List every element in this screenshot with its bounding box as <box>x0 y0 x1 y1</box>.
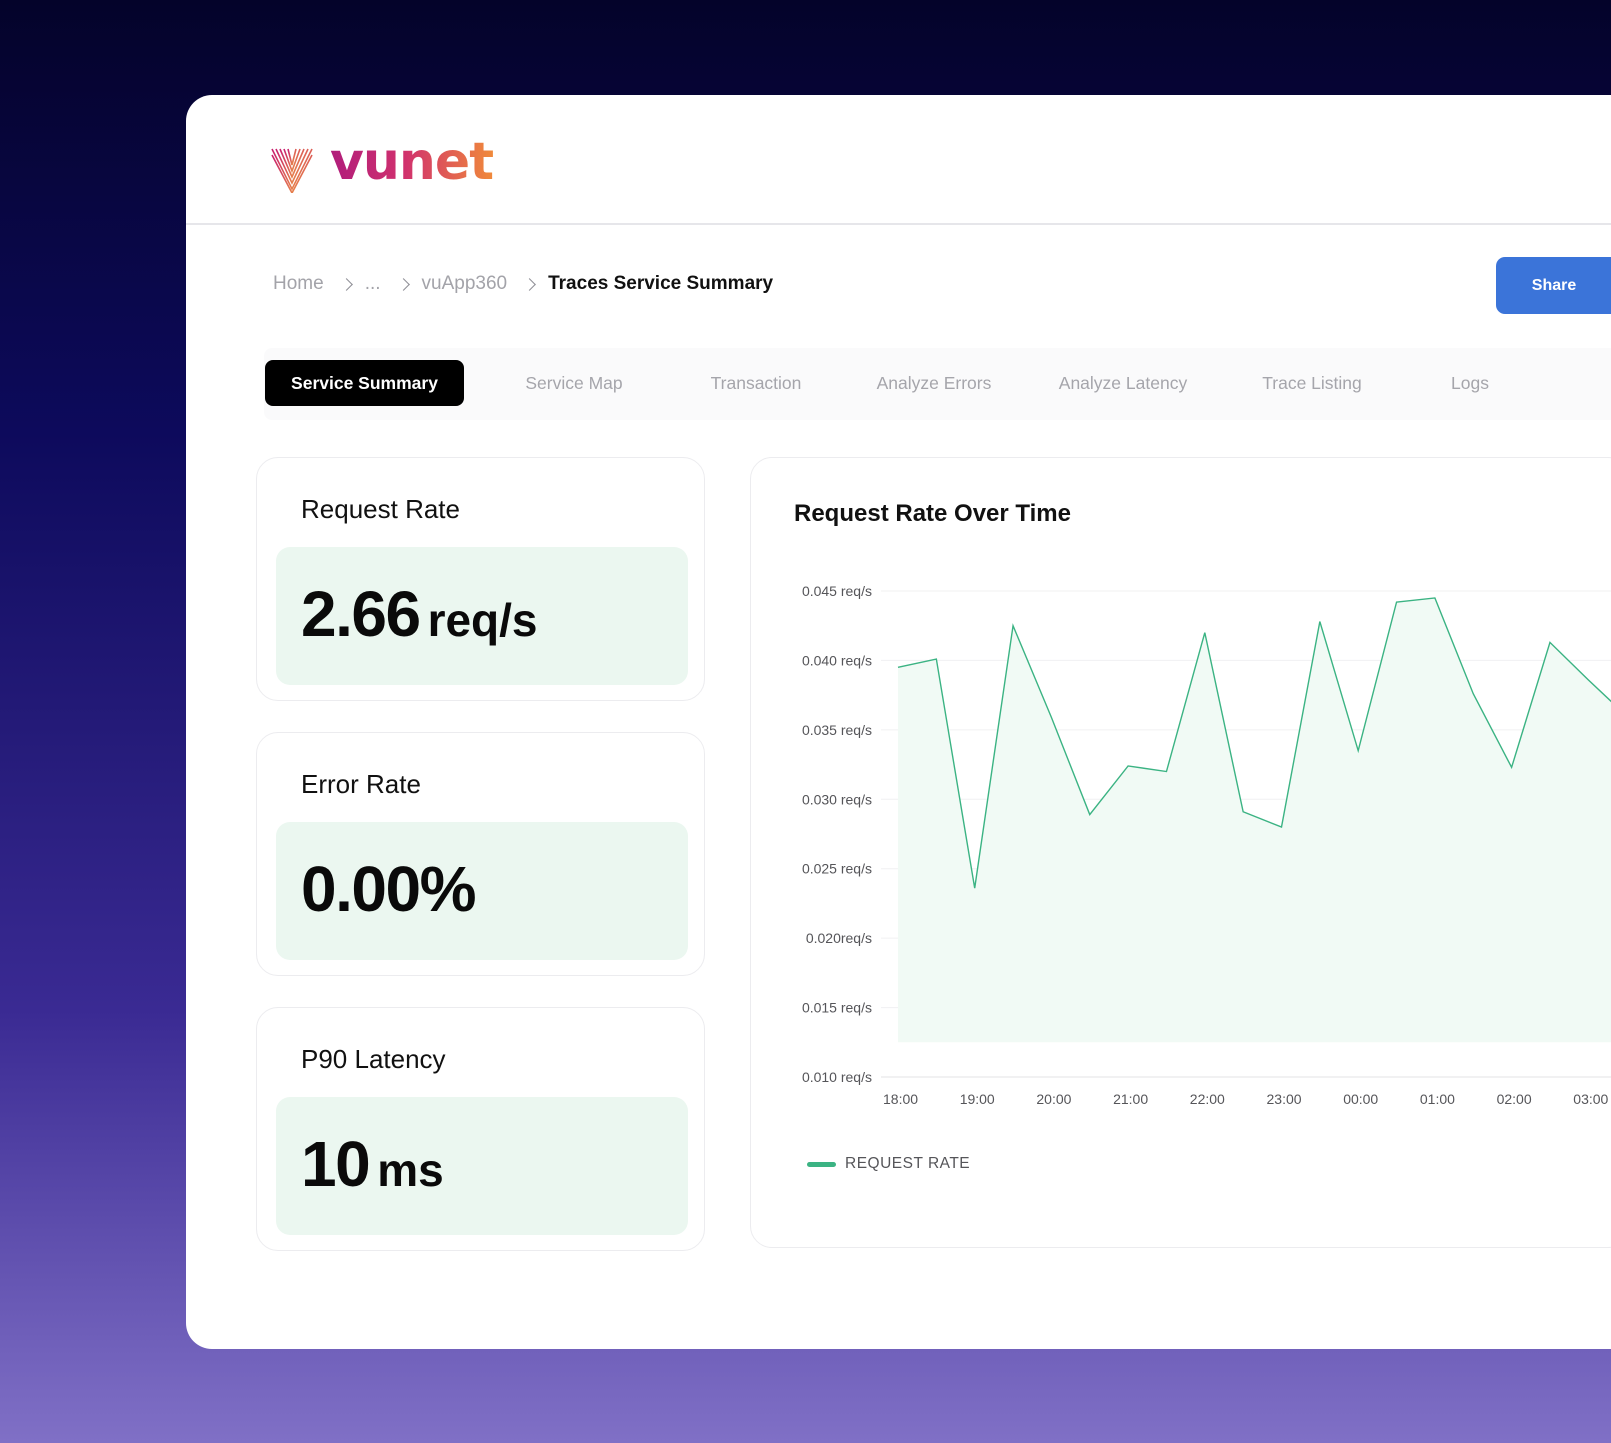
x-tick-label: 23:00 <box>1267 1091 1302 1107</box>
y-tick-label: 0.015 req/s <box>802 1000 872 1016</box>
metric-title: P90 Latency <box>301 1044 446 1074</box>
legend-label: REQUEST RATE <box>845 1155 971 1172</box>
x-tick-label: 18:00 <box>883 1091 918 1107</box>
metric-number: 0.00% <box>301 853 476 925</box>
chart-card-request-rate: Request Rate Over Time 0.045 req/s 0.040 … <box>750 457 1611 1248</box>
brand-name: vunet <box>330 132 494 192</box>
metric-title: Error Rate <box>301 769 421 799</box>
metric-card-error-rate: Error Rate 0.00% <box>256 732 705 976</box>
top-bar: vunet <box>186 95 1611 225</box>
x-tick-label: 02:00 <box>1497 1091 1532 1107</box>
metric-card-request-rate: Request Rate 2.66 req/s <box>256 457 705 701</box>
y-tick-label: 0.025 req/s <box>802 861 872 877</box>
metric-card-p90-latency: P90 Latency 10 ms <box>256 1007 705 1251</box>
metric-value: 0.00% <box>301 852 476 926</box>
y-tick-label: 0.030 req/s <box>802 791 872 807</box>
metric-number: 10 <box>301 1128 371 1200</box>
chevron-right-icon <box>396 277 410 291</box>
request-rate-chart: 0.045 req/s 0.040 req/s 0.035 req/s 0.030 r… <box>802 583 1611 1107</box>
metric-value-box: 10 ms <box>276 1097 688 1235</box>
breadcrumb-vuapp360[interactable]: vuApp360 <box>421 273 508 294</box>
metric-value-box: 0.00% <box>276 822 688 960</box>
share-button[interactable]: Share <box>1496 257 1611 314</box>
metric-value: 2.66 req/s <box>301 577 538 651</box>
chart-title: Request Rate Over Time <box>794 500 1071 527</box>
y-tick-label: 0.010 req/s <box>802 1069 872 1085</box>
breadcrumb-home[interactable]: Home <box>273 273 324 294</box>
vunet-logo-icon <box>271 148 313 193</box>
legend-swatch-icon <box>807 1161 836 1167</box>
tab-service-summary[interactable]: Service Summary <box>265 360 464 406</box>
metric-unit: req/s <box>427 594 538 646</box>
tab-trace-listing[interactable]: Trace Listing <box>1262 372 1362 393</box>
x-tick-label: 01:00 <box>1420 1091 1455 1107</box>
y-tick-label: 0.045 req/s <box>802 583 872 599</box>
metric-unit: ms <box>377 1144 444 1196</box>
x-tick-label: 19:00 <box>960 1091 995 1107</box>
chart-legend[interactable]: REQUEST RATE <box>807 1155 970 1173</box>
tab-analyze-errors[interactable]: Analyze Errors <box>876 372 992 393</box>
metric-title: Request Rate <box>301 494 460 524</box>
series-area <box>898 597 1611 1043</box>
x-tick-label: 03:00 <box>1573 1091 1608 1107</box>
tab-analyze-latency[interactable]: Analyze Latency <box>1058 372 1188 393</box>
breadcrumb-ellipsis[interactable]: ... <box>364 273 381 294</box>
metric-value-box: 2.66 req/s <box>276 547 688 685</box>
chevron-right-icon <box>523 277 536 291</box>
brand-logo[interactable]: vunet <box>270 132 494 193</box>
metric-number: 2.66 <box>301 578 421 650</box>
tab-service-map[interactable]: Service Map <box>525 372 623 393</box>
breadcrumb-current: Traces Service Summary <box>548 273 774 294</box>
x-tick-label: 00:00 <box>1343 1091 1378 1107</box>
tab-bar: Service Summary Service Map Transaction … <box>264 348 1611 420</box>
x-tick-label: 21:00 <box>1113 1091 1148 1107</box>
y-tick-label: 0.035 req/s <box>802 722 872 738</box>
app-window: vunet Home ... vuApp360 Traces Service S… <box>186 95 1611 1349</box>
y-tick-label: 0.040 req/s <box>802 652 872 668</box>
tab-transaction[interactable]: Transaction <box>710 372 802 393</box>
x-tick-label: 20:00 <box>1036 1091 1071 1107</box>
breadcrumb: Home ... vuApp360 Traces Service Summary <box>273 269 773 299</box>
y-tick-label: 0.020req/s <box>806 930 872 946</box>
tab-logs[interactable]: Logs <box>1451 372 1489 393</box>
x-tick-label: 22:00 <box>1190 1091 1225 1107</box>
chevron-right-icon <box>339 277 353 291</box>
metric-value: 10 ms <box>301 1127 444 1201</box>
